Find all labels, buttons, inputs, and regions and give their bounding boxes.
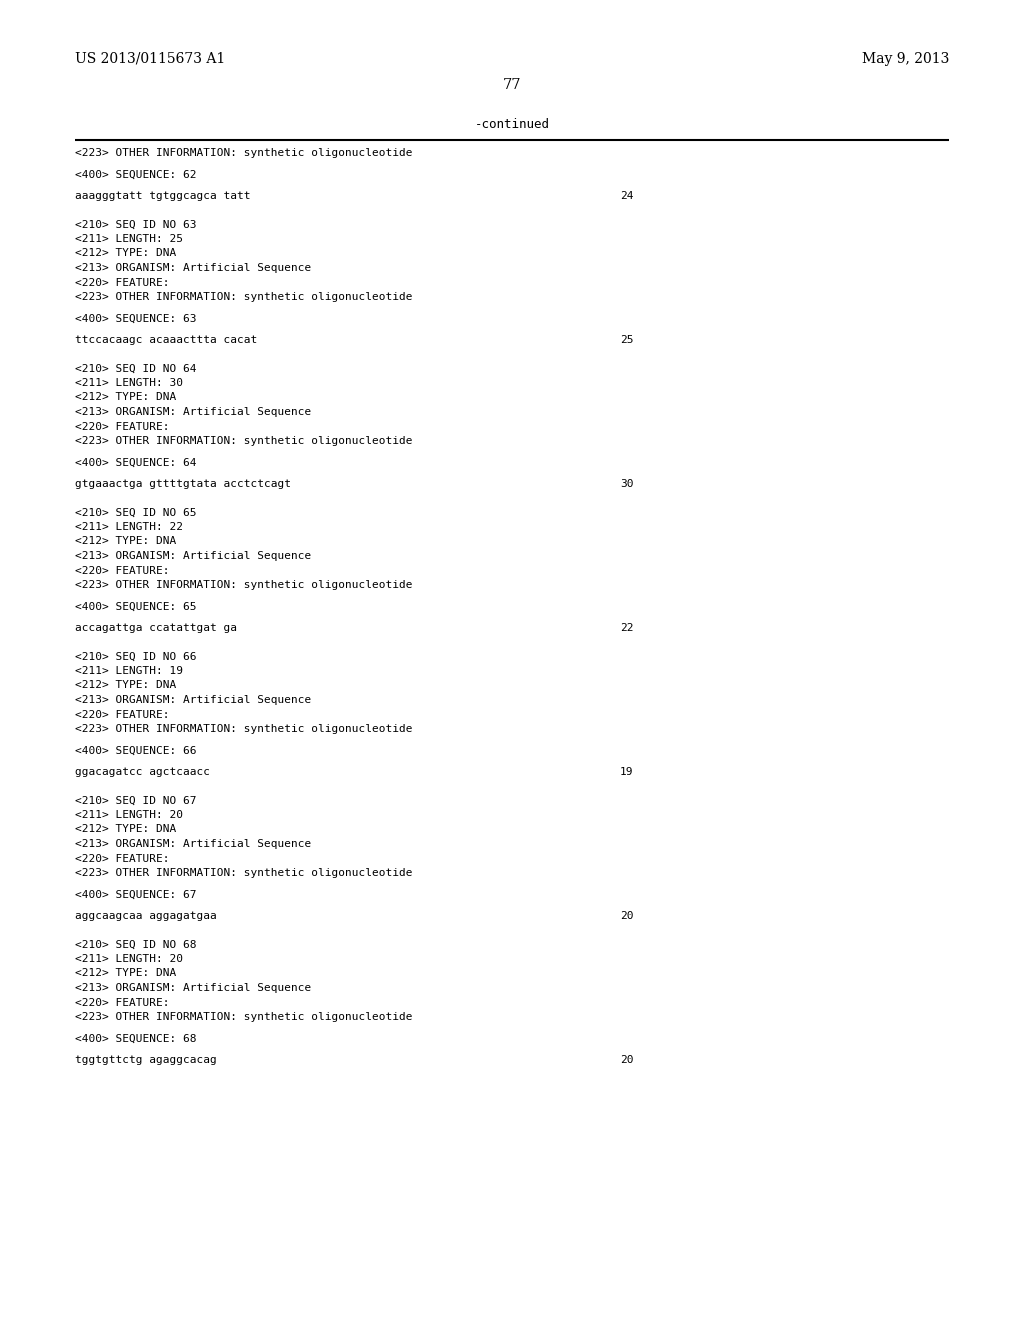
Text: 22: 22 xyxy=(620,623,634,634)
Text: <212> TYPE: DNA: <212> TYPE: DNA xyxy=(75,536,176,546)
Text: <400> SEQUENCE: 65: <400> SEQUENCE: 65 xyxy=(75,602,197,611)
Text: ggacagatcc agctcaacc: ggacagatcc agctcaacc xyxy=(75,767,210,777)
Text: 24: 24 xyxy=(620,191,634,201)
Text: <210> SEQ ID NO 64: <210> SEQ ID NO 64 xyxy=(75,363,197,374)
Text: ttccacaagc acaaacttta cacat: ttccacaagc acaaacttta cacat xyxy=(75,335,257,345)
Text: 20: 20 xyxy=(620,1055,634,1065)
Text: tggtgttctg agaggcacag: tggtgttctg agaggcacag xyxy=(75,1055,217,1065)
Text: <220> FEATURE:: <220> FEATURE: xyxy=(75,565,170,576)
Text: <212> TYPE: DNA: <212> TYPE: DNA xyxy=(75,248,176,259)
Text: <213> ORGANISM: Artificial Sequence: <213> ORGANISM: Artificial Sequence xyxy=(75,840,311,849)
Text: <223> OTHER INFORMATION: synthetic oligonucleotide: <223> OTHER INFORMATION: synthetic oligo… xyxy=(75,1012,413,1022)
Text: 20: 20 xyxy=(620,911,634,921)
Text: <400> SEQUENCE: 66: <400> SEQUENCE: 66 xyxy=(75,746,197,755)
Text: <212> TYPE: DNA: <212> TYPE: DNA xyxy=(75,969,176,978)
Text: <400> SEQUENCE: 64: <400> SEQUENCE: 64 xyxy=(75,458,197,467)
Text: May 9, 2013: May 9, 2013 xyxy=(861,51,949,66)
Text: <400> SEQUENCE: 68: <400> SEQUENCE: 68 xyxy=(75,1034,197,1044)
Text: 77: 77 xyxy=(503,78,521,92)
Text: <210> SEQ ID NO 66: <210> SEQ ID NO 66 xyxy=(75,652,197,661)
Text: <213> ORGANISM: Artificial Sequence: <213> ORGANISM: Artificial Sequence xyxy=(75,550,311,561)
Text: <213> ORGANISM: Artificial Sequence: <213> ORGANISM: Artificial Sequence xyxy=(75,407,311,417)
Text: <212> TYPE: DNA: <212> TYPE: DNA xyxy=(75,681,176,690)
Text: <212> TYPE: DNA: <212> TYPE: DNA xyxy=(75,392,176,403)
Text: <400> SEQUENCE: 62: <400> SEQUENCE: 62 xyxy=(75,169,197,180)
Text: <211> LENGTH: 20: <211> LENGTH: 20 xyxy=(75,954,183,964)
Text: <223> OTHER INFORMATION: synthetic oligonucleotide: <223> OTHER INFORMATION: synthetic oligo… xyxy=(75,148,413,158)
Text: <211> LENGTH: 25: <211> LENGTH: 25 xyxy=(75,234,183,244)
Text: <400> SEQUENCE: 67: <400> SEQUENCE: 67 xyxy=(75,890,197,899)
Text: <220> FEATURE:: <220> FEATURE: xyxy=(75,998,170,1007)
Text: <223> OTHER INFORMATION: synthetic oligonucleotide: <223> OTHER INFORMATION: synthetic oligo… xyxy=(75,723,413,734)
Text: <210> SEQ ID NO 65: <210> SEQ ID NO 65 xyxy=(75,507,197,517)
Text: -continued: -continued xyxy=(474,117,550,131)
Text: US 2013/0115673 A1: US 2013/0115673 A1 xyxy=(75,51,225,66)
Text: <223> OTHER INFORMATION: synthetic oligonucleotide: <223> OTHER INFORMATION: synthetic oligo… xyxy=(75,579,413,590)
Text: <220> FEATURE:: <220> FEATURE: xyxy=(75,277,170,288)
Text: <223> OTHER INFORMATION: synthetic oligonucleotide: <223> OTHER INFORMATION: synthetic oligo… xyxy=(75,436,413,446)
Text: <211> LENGTH: 22: <211> LENGTH: 22 xyxy=(75,521,183,532)
Text: <211> LENGTH: 30: <211> LENGTH: 30 xyxy=(75,378,183,388)
Text: <210> SEQ ID NO 68: <210> SEQ ID NO 68 xyxy=(75,940,197,949)
Text: <213> ORGANISM: Artificial Sequence: <213> ORGANISM: Artificial Sequence xyxy=(75,263,311,273)
Text: 19: 19 xyxy=(620,767,634,777)
Text: <220> FEATURE:: <220> FEATURE: xyxy=(75,854,170,863)
Text: gtgaaactga gttttgtata acctctcagt: gtgaaactga gttttgtata acctctcagt xyxy=(75,479,291,488)
Text: <210> SEQ ID NO 63: <210> SEQ ID NO 63 xyxy=(75,219,197,230)
Text: <211> LENGTH: 19: <211> LENGTH: 19 xyxy=(75,667,183,676)
Text: <212> TYPE: DNA: <212> TYPE: DNA xyxy=(75,825,176,834)
Text: aaagggtatt tgtggcagca tatt: aaagggtatt tgtggcagca tatt xyxy=(75,191,251,201)
Text: <213> ORGANISM: Artificial Sequence: <213> ORGANISM: Artificial Sequence xyxy=(75,696,311,705)
Text: <210> SEQ ID NO 67: <210> SEQ ID NO 67 xyxy=(75,796,197,805)
Text: <223> OTHER INFORMATION: synthetic oligonucleotide: <223> OTHER INFORMATION: synthetic oligo… xyxy=(75,869,413,878)
Text: 30: 30 xyxy=(620,479,634,488)
Text: 25: 25 xyxy=(620,335,634,345)
Text: aggcaagcaa aggagatgaa: aggcaagcaa aggagatgaa xyxy=(75,911,217,921)
Text: <223> OTHER INFORMATION: synthetic oligonucleotide: <223> OTHER INFORMATION: synthetic oligo… xyxy=(75,292,413,302)
Text: <211> LENGTH: 20: <211> LENGTH: 20 xyxy=(75,810,183,820)
Text: <400> SEQUENCE: 63: <400> SEQUENCE: 63 xyxy=(75,314,197,323)
Text: accagattga ccatattgat ga: accagattga ccatattgat ga xyxy=(75,623,237,634)
Text: <220> FEATURE:: <220> FEATURE: xyxy=(75,421,170,432)
Text: <220> FEATURE:: <220> FEATURE: xyxy=(75,710,170,719)
Text: <213> ORGANISM: Artificial Sequence: <213> ORGANISM: Artificial Sequence xyxy=(75,983,311,993)
